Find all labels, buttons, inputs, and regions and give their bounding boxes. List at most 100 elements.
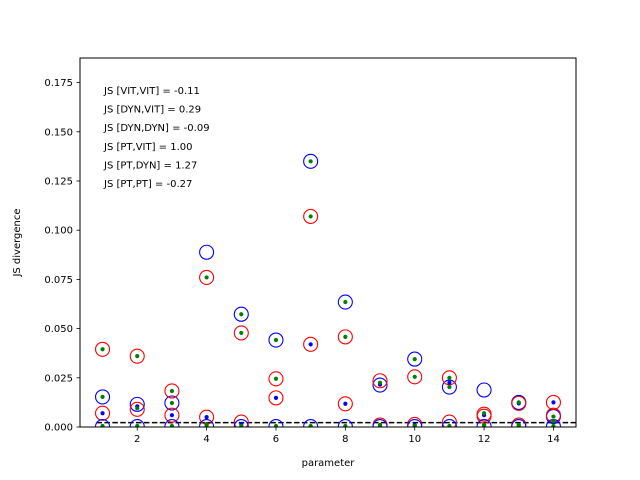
circle-marker	[303, 208, 319, 224]
circle-marker	[268, 332, 284, 348]
y-tick-label: 0.175	[44, 78, 73, 89]
dot-marker	[481, 423, 487, 427]
dot-marker	[447, 380, 452, 385]
circle-marker	[199, 269, 215, 285]
circle-marker	[199, 244, 215, 260]
dot-marker	[551, 400, 556, 405]
y-tick-label: 0.100	[44, 226, 73, 237]
circle-marker	[164, 407, 180, 423]
x-tick-label: 6	[273, 434, 279, 445]
dot-marker	[551, 423, 556, 427]
circle-marker	[94, 389, 111, 405]
dot-marker	[447, 375, 452, 380]
x-tick-label: 8	[342, 434, 348, 445]
annotation-text: JS [PT,PT] = -0.27	[103, 179, 192, 190]
circle-marker	[94, 341, 111, 357]
annotation-text: JS [VIT,VIT] = -0.11	[103, 86, 200, 97]
dot-marker	[308, 342, 313, 347]
x-tick-label: 10	[408, 434, 421, 445]
circle-marker	[545, 394, 562, 410]
circle-marker	[233, 325, 249, 341]
circle-marker	[233, 414, 249, 427]
circle-marker	[372, 377, 388, 393]
circle-marker	[372, 373, 388, 389]
dot-marker	[343, 401, 348, 406]
dot-marker	[516, 423, 521, 427]
y-tick-label: 0.025	[44, 373, 73, 384]
dot-marker	[135, 354, 140, 359]
dot-marker	[308, 159, 313, 164]
circle-marker	[407, 369, 423, 385]
dot-marker	[343, 334, 348, 339]
circle-marker	[441, 414, 457, 427]
dot-marker	[169, 413, 175, 418]
dot-marker	[308, 423, 313, 427]
annotation-text: JS [PT,DYN] = 1.27	[103, 160, 197, 171]
circle-marker	[511, 395, 527, 411]
circle-marker	[441, 379, 457, 395]
dot-marker	[204, 423, 209, 427]
dot-marker	[551, 414, 556, 419]
x-tick-label: 14	[547, 434, 560, 445]
dot-marker	[343, 423, 348, 427]
circle-marker	[337, 294, 353, 310]
dot-marker	[273, 423, 279, 427]
dot-marker	[169, 423, 175, 427]
data-points	[94, 153, 562, 427]
dot-marker	[239, 330, 244, 336]
dot-marker	[551, 418, 556, 424]
dot-marker	[412, 357, 417, 362]
circle-marker	[164, 383, 180, 399]
x-axis: 2 4 6 8 10 12 14	[134, 427, 560, 445]
circle-marker	[94, 405, 111, 421]
dot-marker	[204, 275, 209, 280]
y-tick-label: 0.075	[44, 275, 73, 286]
dot-marker	[135, 406, 140, 411]
annotation-text: JS [DYN,DYN] = -0.09	[103, 123, 210, 134]
circle-marker	[337, 396, 353, 412]
annotation-text: JS [PT,VIT] = 1.00	[103, 142, 193, 153]
circle-marker	[129, 401, 145, 417]
dot-marker	[100, 394, 105, 399]
circle-marker	[129, 396, 145, 412]
dot-marker	[239, 312, 244, 317]
circle-marker	[303, 153, 319, 169]
dot-marker	[308, 214, 313, 219]
plot-marks	[94, 153, 576, 427]
dot-marker	[273, 395, 279, 400]
circle-marker	[233, 306, 249, 322]
dot-marker	[100, 347, 105, 352]
circle-marker	[337, 329, 353, 345]
dot-marker	[516, 400, 521, 405]
dot-marker	[273, 376, 279, 381]
dot-marker	[343, 299, 348, 305]
dot-marker	[447, 384, 452, 390]
dot-marker	[412, 423, 417, 427]
circle-marker	[129, 348, 145, 364]
dot-marker	[377, 380, 383, 385]
circle-marker	[268, 371, 284, 387]
dot-marker	[481, 411, 487, 416]
dot-marker	[135, 423, 140, 427]
y-tick-label: 0.150	[44, 127, 73, 138]
annotations: JS [VIT,VIT] = -0.11 JS [DYN,VIT] = 0.29 J…	[103, 86, 210, 190]
annotation-text: JS [DYN,VIT] = 0.29	[103, 105, 201, 116]
dot-marker	[239, 423, 244, 427]
circle-marker	[476, 382, 492, 398]
dot-marker	[447, 423, 452, 427]
dot-marker	[169, 400, 175, 406]
x-tick-label: 4	[203, 434, 209, 445]
y-tick-label: 0.050	[44, 324, 73, 335]
plot-frame	[79, 57, 577, 428]
dot-marker	[100, 423, 105, 427]
y-tick-label: 0.125	[44, 177, 73, 188]
circle-marker	[407, 351, 423, 367]
dot-marker	[204, 415, 209, 420]
dot-marker	[169, 388, 175, 394]
x-axis-label: parameter	[302, 458, 356, 469]
circle-marker	[303, 336, 319, 352]
y-axis-label: JS divergence	[12, 208, 23, 277]
circle-marker	[164, 395, 180, 411]
dot-marker	[273, 337, 279, 343]
